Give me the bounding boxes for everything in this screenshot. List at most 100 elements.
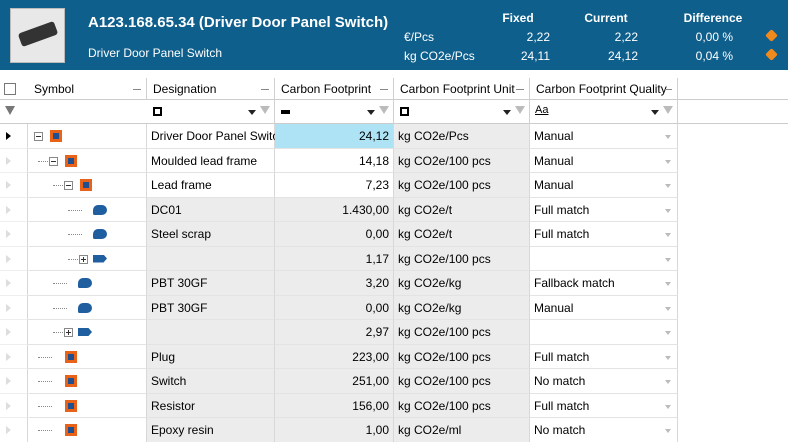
row-indicator[interactable]	[0, 124, 28, 149]
footprint-cell[interactable]: 14,18	[275, 148, 394, 173]
symbol-cell[interactable]	[28, 124, 147, 149]
row-indicator[interactable]	[0, 246, 28, 271]
symbol-cell[interactable]	[28, 344, 147, 369]
quality-cell[interactable]: Fallback match	[530, 271, 678, 296]
designation-cell[interactable]: Epoxy resin	[147, 418, 275, 442]
row-indicator[interactable]	[0, 369, 28, 394]
quality-dropdown[interactable]	[665, 331, 671, 335]
symbol-cell[interactable]	[28, 197, 147, 222]
filter-dropdown[interactable]	[248, 110, 256, 115]
tree-expander[interactable]	[79, 254, 88, 264]
footprint-cell[interactable]: 0,00	[275, 295, 394, 320]
filter-cell[interactable]	[394, 100, 530, 124]
column-pin[interactable]	[261, 89, 269, 90]
row-arrow[interactable]	[6, 377, 11, 385]
footprint-cell[interactable]: 24,12	[275, 124, 394, 149]
quality-cell[interactable]	[530, 246, 678, 271]
unit-cell[interactable]: kg CO2e/kg	[394, 271, 530, 296]
row-arrow[interactable]	[6, 156, 11, 165]
footprint-cell[interactable]: 1,00	[275, 418, 394, 442]
unit-cell[interactable]: kg CO2e/100 pcs	[394, 246, 530, 271]
pin-icon[interactable]	[765, 48, 778, 61]
symbol-cell[interactable]	[28, 369, 147, 394]
footprint-cell[interactable]: 1.430,00	[275, 197, 394, 222]
footprint-cell[interactable]: 156,00	[275, 393, 394, 418]
symbol-cell[interactable]	[28, 295, 147, 320]
column-header[interactable]: Symbol	[28, 78, 147, 100]
column-header[interactable]: Designation	[147, 78, 275, 100]
column-pin[interactable]	[516, 89, 524, 90]
quality-cell[interactable]: Manual	[530, 124, 678, 149]
row-indicator[interactable]	[0, 173, 28, 198]
row-arrow[interactable]	[6, 279, 11, 287]
row-arrow[interactable]	[6, 426, 11, 434]
column-header[interactable]: Carbon Footprint	[275, 78, 394, 100]
unit-cell[interactable]: kg CO2e/Pcs	[394, 124, 530, 149]
unit-cell[interactable]: kg CO2e/100 pcs	[394, 320, 530, 345]
tree-expander[interactable]	[34, 132, 43, 141]
designation-cell[interactable]: PBT 30GF	[147, 295, 275, 320]
filter-cell[interactable]	[147, 100, 275, 124]
symbol-cell[interactable]	[28, 393, 147, 418]
row-indicator[interactable]	[0, 148, 28, 173]
column-pin[interactable]	[133, 89, 141, 90]
designation-cell[interactable]	[147, 320, 275, 345]
filter-operator[interactable]: Aa	[535, 104, 549, 116]
symbol-cell[interactable]	[28, 148, 147, 173]
quality-cell[interactable]: Manual	[530, 295, 678, 320]
footprint-cell[interactable]: 223,00	[275, 344, 394, 369]
footprint-cell[interactable]: 7,23	[275, 173, 394, 198]
tree-expander[interactable]	[64, 328, 73, 337]
quality-cell[interactable]: Full match	[530, 222, 678, 247]
row-arrow[interactable]	[6, 401, 11, 410]
filter-clear[interactable]	[260, 106, 270, 114]
quality-dropdown[interactable]	[665, 135, 671, 139]
row-indicator-header[interactable]	[4, 83, 16, 95]
quality-dropdown[interactable]	[665, 184, 671, 188]
unit-cell[interactable]: kg CO2e/100 pcs	[394, 173, 530, 198]
designation-cell[interactable]: Steel scrap	[147, 222, 275, 247]
designation-cell[interactable]: Lead frame	[147, 173, 275, 198]
filter-cell[interactable]	[275, 100, 394, 124]
quality-cell[interactable]: No match	[530, 369, 678, 394]
row-arrow[interactable]	[6, 132, 11, 140]
quality-cell[interactable]: Manual	[530, 173, 678, 198]
quality-dropdown[interactable]	[665, 306, 671, 311]
filter-operator[interactable]	[281, 110, 290, 114]
quality-cell[interactable]: Full match	[530, 197, 678, 222]
row-arrow[interactable]	[6, 230, 11, 238]
footprint-cell[interactable]: 3,20	[275, 271, 394, 296]
row-indicator[interactable]	[0, 271, 28, 296]
unit-cell[interactable]: kg CO2e/t	[394, 197, 530, 222]
unit-cell[interactable]: kg CO2e/t	[394, 222, 530, 247]
tree-expander[interactable]	[64, 181, 73, 190]
quality-cell[interactable]	[530, 320, 678, 345]
unit-cell[interactable]: kg CO2e/100 pcs	[394, 148, 530, 173]
filter-clear[interactable]	[379, 106, 389, 114]
row-arrow[interactable]	[6, 303, 11, 312]
quality-dropdown[interactable]	[665, 159, 671, 164]
designation-cell[interactable]: Plug	[147, 344, 275, 369]
quality-dropdown[interactable]	[665, 233, 671, 237]
row-indicator[interactable]	[0, 344, 28, 369]
quality-cell[interactable]: No match	[530, 418, 678, 442]
quality-cell[interactable]: Full match	[530, 344, 678, 369]
column-pin[interactable]	[380, 89, 388, 90]
row-indicator[interactable]	[0, 320, 28, 345]
row-indicator[interactable]	[0, 295, 28, 320]
quality-dropdown[interactable]	[665, 282, 671, 286]
quality-dropdown[interactable]	[665, 404, 671, 409]
pin-icon[interactable]	[765, 29, 778, 42]
column-pin[interactable]	[664, 89, 672, 90]
row-arrow[interactable]	[6, 352, 11, 361]
filter-clear[interactable]	[663, 106, 673, 114]
quality-dropdown[interactable]	[665, 429, 671, 433]
footprint-cell[interactable]: 0,00	[275, 222, 394, 247]
quality-dropdown[interactable]	[665, 208, 671, 213]
filter-clear[interactable]	[515, 106, 525, 114]
filter-dropdown[interactable]	[503, 110, 511, 115]
row-arrow[interactable]	[6, 328, 11, 336]
designation-cell[interactable]: Moulded lead frame	[147, 148, 275, 173]
filter-operator[interactable]	[153, 107, 162, 116]
filter-icon[interactable]	[5, 106, 15, 115]
